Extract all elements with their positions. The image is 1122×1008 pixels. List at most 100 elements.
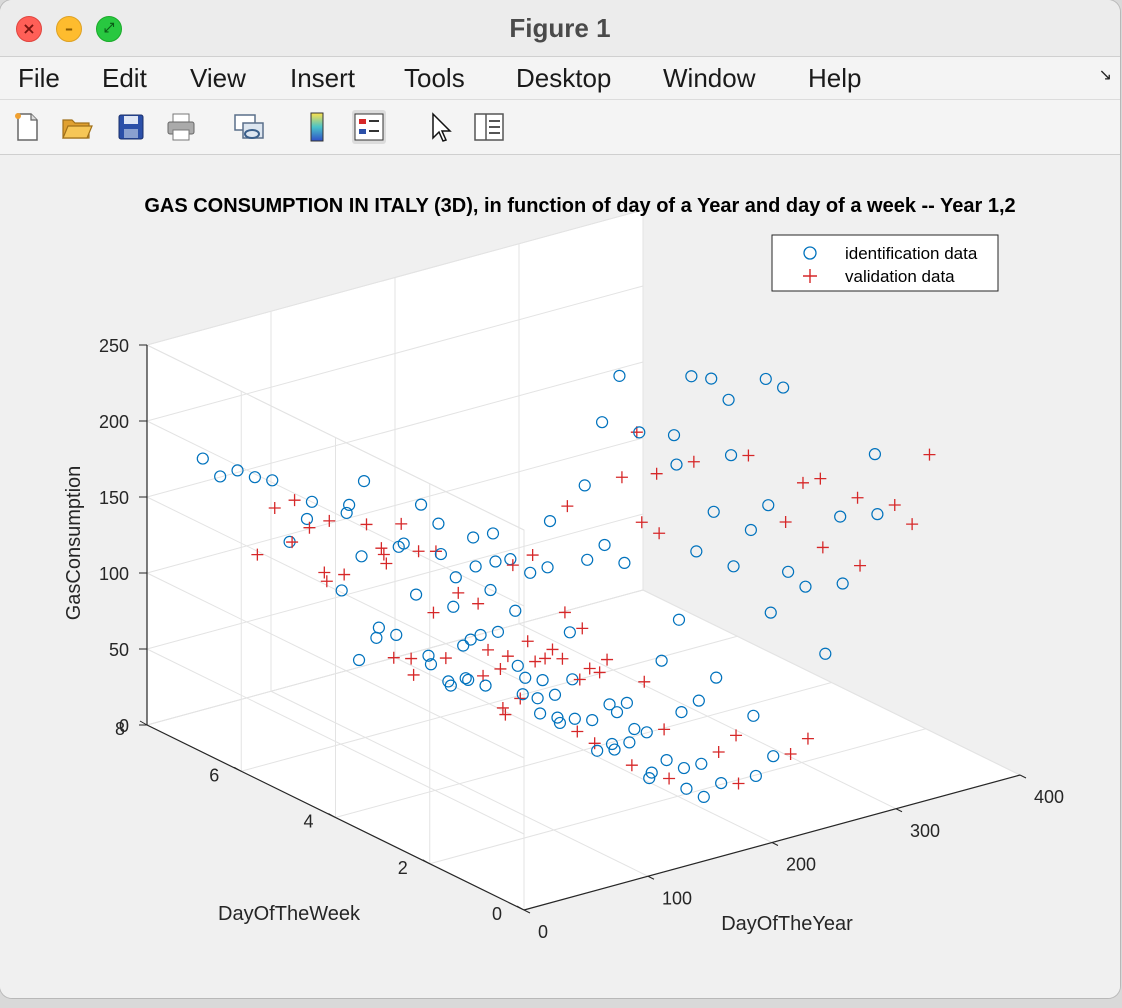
menu-help[interactable]: Help [808,63,862,93]
data-point-identification [744,523,758,537]
menu-edit[interactable]: Edit [102,63,147,93]
data-point-validation [546,643,559,656]
data-point-identification [457,639,470,652]
menu-file[interactable]: File [18,63,60,93]
data-point-identification [486,527,500,540]
toolbar [0,100,1120,155]
data-point-identification [710,671,723,684]
data-point-identification [749,769,762,783]
data-point-identification [335,584,348,597]
data-point-validation [625,759,638,772]
data-point-identification [628,722,641,736]
chart-title: GAS CONSUMPTION IN ITALY (3D), in functi… [144,195,1015,217]
data-point-identification [231,464,244,477]
window-title: Figure 1 [509,13,611,43]
data-point-validation [851,491,864,504]
menu-tools[interactable]: Tools [404,63,465,93]
data-point-identification [640,726,653,739]
legend[interactable]: identification data validation data [771,234,999,292]
menu-insert[interactable]: Insert [290,63,356,93]
data-point-validation [742,449,755,462]
minimize-icon: – [65,19,73,38]
data-point-identification [685,370,698,383]
data-point-validation [377,548,390,561]
data-point-validation [380,557,393,570]
edit-plot-icon[interactable] [424,110,458,144]
colorbar-icon[interactable] [300,110,334,144]
toolbar-toggle-icon[interactable]: ↘ [1098,65,1112,84]
data-point-validation [653,527,666,540]
data-point-identification [509,604,522,617]
data-point-validation [496,701,509,714]
z-tick-label: 0 [119,716,129,736]
y-tick-label: 0 [492,904,502,924]
grid-line [146,572,525,759]
title-bar: × – ⤢ Figure 1 [0,0,1120,57]
data-point-validation [906,518,919,531]
data-point-validation [499,708,512,721]
data-point-identification [836,577,849,590]
data-point-identification [695,757,708,770]
data-point-identification [196,452,209,465]
y-tick [516,905,525,911]
new-figure-icon[interactable] [10,110,44,144]
zoom-button[interactable]: ⤢ [96,16,122,42]
x-axis-label: DayOfTheYear [721,913,853,935]
link-plot-icon[interactable] [232,110,266,144]
data-point-identification [462,673,475,686]
grid-line [146,437,644,574]
close-button[interactable]: × [16,16,42,42]
print-icon[interactable] [164,110,198,144]
data-point-validation [588,737,601,750]
data-point-validation [573,673,586,686]
data-point-validation [395,517,408,530]
data-point-identification [340,506,353,520]
data-point-identification [551,711,564,724]
z-tick-label: 100 [99,564,129,584]
data-point-validation [303,521,316,534]
data-point-validation [801,732,814,745]
menu-view[interactable]: View [190,63,246,93]
minimize-button[interactable]: – [56,16,82,42]
menu-desktop[interactable]: Desktop [516,63,612,93]
z-tick-label: 150 [99,488,129,508]
data-point-identification [434,547,448,561]
data-point-identification [643,772,656,785]
legend-label-identification: identification data [845,244,978,263]
data-point-validation [288,494,301,507]
legend-marker-identification [803,246,817,260]
menu-window[interactable]: Window [663,63,756,93]
data-point-identification [581,553,594,566]
data-point-identification [424,658,438,671]
data-point-identification [397,537,410,550]
y-tick [422,859,430,865]
data-point-identification [620,696,634,709]
save-icon[interactable] [114,110,148,144]
y-tick [328,813,336,818]
scatter3-chart[interactable]: GAS CONSUMPTION IN ITALY (3D), in functi… [0,155,1120,998]
data-point-identification [672,613,686,626]
data-point-identification [618,556,631,570]
data-point-identification [524,566,537,579]
axes: GAS CONSUMPTION IN ITALY (3D), in functi… [63,195,1064,942]
data-point-identification [591,744,604,757]
data-point-validation [514,692,527,705]
data-point-validation [650,467,663,480]
axes-grid [145,209,1022,911]
data-point-validation [439,652,452,665]
data-point-validation [730,729,743,742]
property-inspector-icon[interactable] [472,110,506,144]
open-file-icon[interactable] [60,110,94,144]
x-tick-label: 100 [662,888,692,908]
data-point-validation [630,426,643,439]
data-point-validation [816,541,829,554]
data-point-validation [375,542,388,555]
data-point-identification [799,580,812,593]
legend-icon[interactable] [352,110,386,144]
data-point-validation [923,448,936,461]
x-tick-label: 300 [910,821,940,841]
data-point-identification [409,588,423,601]
data-point-identification [553,716,567,730]
data-point-validation [472,597,485,610]
